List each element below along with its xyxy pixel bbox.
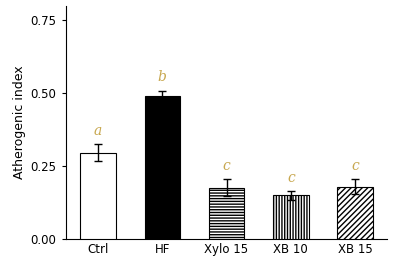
Text: a: a xyxy=(94,123,102,138)
Bar xyxy=(273,195,309,239)
Bar xyxy=(209,188,244,239)
Text: c: c xyxy=(223,159,230,173)
Text: c: c xyxy=(351,159,359,173)
Bar xyxy=(80,153,116,239)
Text: b: b xyxy=(158,70,167,84)
Y-axis label: Atherogenic index: Atherogenic index xyxy=(13,65,26,179)
Bar xyxy=(145,96,180,239)
Bar xyxy=(338,187,373,239)
Text: c: c xyxy=(287,171,295,185)
